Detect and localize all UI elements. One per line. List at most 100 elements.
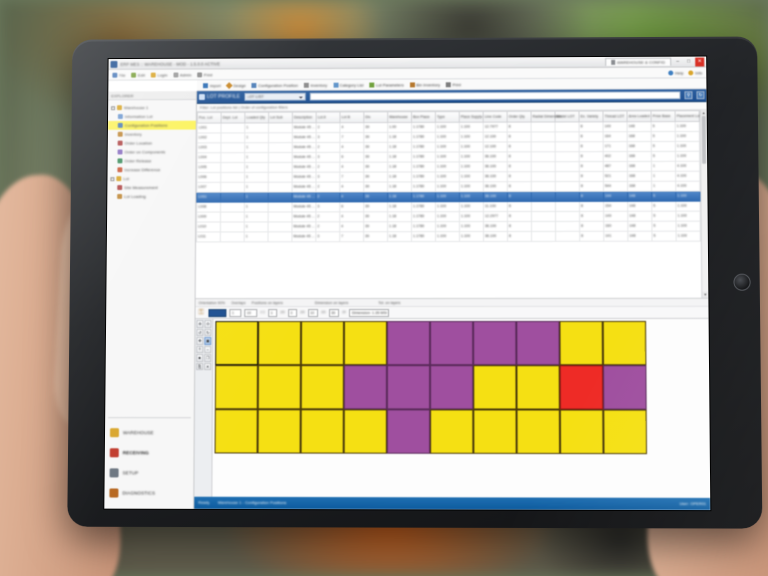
pallet-cell-1-1[interactable] bbox=[257, 365, 301, 410]
pallet-cell-0-5[interactable] bbox=[430, 320, 474, 366]
pallet-cell-1-2[interactable] bbox=[300, 365, 344, 410]
tree-item-site-measurement[interactable]: Site Measurement bbox=[107, 183, 195, 192]
remove-cell-icon[interactable]: − bbox=[204, 345, 212, 354]
zoom-in-icon[interactable]: ⊕ bbox=[196, 320, 204, 328]
ribbon-button-design[interactable]: Design bbox=[225, 81, 246, 89]
pallet-cell-1-3[interactable] bbox=[343, 365, 387, 410]
summary-field[interactable]: Dimension: 1.35 MSG bbox=[349, 308, 390, 317]
column-header[interactable]: Warehouse bbox=[387, 111, 412, 123]
column-header[interactable]: Placement Lot bbox=[675, 110, 700, 122]
home-button-icon[interactable] bbox=[733, 273, 751, 291]
rotate-left-icon[interactable]: ↺ bbox=[196, 328, 204, 337]
pallet-cell-1-9[interactable] bbox=[602, 365, 647, 410]
tree-item-configuration-positions[interactable]: Configuration Positions bbox=[107, 120, 196, 130]
pallet-cell-1-4[interactable] bbox=[386, 365, 431, 410]
table-row[interactable]: L011 1 Module 45 ... 1 3 7 39 1.18 1.1780 1.100 1… bbox=[196, 231, 701, 242]
sidebar-item-diagnostics[interactable]: DIAGNOSTICS bbox=[104, 482, 193, 502]
tree-item-increase-difference[interactable]: Increase Difference bbox=[108, 165, 196, 174]
paste-icon[interactable]: ⎘ bbox=[196, 362, 204, 371]
zoom-out-icon[interactable]: ⊖ bbox=[204, 320, 212, 328]
minimize-button[interactable]: – bbox=[676, 58, 680, 65]
column-header[interactable]: Loaded Qty bbox=[244, 112, 269, 123]
refresh-icon[interactable]: ↻ bbox=[696, 91, 705, 100]
sidebar-item-receiving[interactable]: RECEIVING bbox=[105, 442, 194, 462]
total-field[interactable]: 30 bbox=[328, 308, 339, 317]
rotate-right-icon[interactable]: ↻ bbox=[204, 328, 212, 337]
search-icon[interactable]: ⚲ bbox=[684, 91, 693, 100]
tree-expander-icon[interactable]: − bbox=[111, 105, 116, 110]
menu-item-admin[interactable]: Admin bbox=[173, 72, 192, 77]
column-header[interactable]: Radial Dimension bbox=[531, 111, 562, 123]
menu-item-help[interactable]: Help bbox=[668, 70, 684, 75]
pallet-cell-2-8[interactable] bbox=[559, 409, 604, 455]
tree-item-inventory[interactable]: Inventory bbox=[108, 130, 196, 139]
column-header[interactable]: Order Qty bbox=[507, 111, 532, 123]
pallet-cell-0-0[interactable] bbox=[215, 321, 259, 366]
ribbon-button-print[interactable]: Print bbox=[446, 82, 461, 87]
scroll-down-icon[interactable]: ▼ bbox=[702, 291, 709, 298]
pallet-grid[interactable] bbox=[212, 319, 710, 498]
column-header[interactable]: Lot Sub bbox=[268, 111, 293, 123]
add-cell-icon[interactable]: ＋ bbox=[196, 345, 204, 354]
pallet-cell-2-1[interactable] bbox=[257, 409, 301, 454]
pallet-cell-0-1[interactable] bbox=[257, 321, 302, 366]
menu-item-print[interactable]: Print bbox=[197, 72, 213, 77]
tree-item-lot[interactable]: − Lot bbox=[107, 174, 195, 183]
data-grid-scroll[interactable]: Pos. Lot Dept. Lot Loaded Qty Lot Sub Descri… bbox=[196, 110, 702, 298]
menu-item-info[interactable]: Info bbox=[688, 70, 702, 75]
tree-item-information-lot[interactable]: Information Lot bbox=[108, 112, 196, 121]
ribbon-button-lot-parameters[interactable]: Lot Parameters bbox=[369, 82, 404, 88]
rows-field[interactable]: 10 bbox=[244, 308, 258, 317]
column-header[interactable]: Price Base bbox=[651, 110, 676, 122]
close-button[interactable]: ✕ bbox=[695, 57, 705, 66]
menu-item-login[interactable]: Login bbox=[150, 72, 168, 78]
column-header[interactable]: Description bbox=[292, 111, 317, 123]
tree-item-order-on-components[interactable]: Order on Components bbox=[108, 147, 196, 156]
column-header[interactable]: Lot A bbox=[316, 111, 340, 123]
column-header[interactable]: Ex. Variety bbox=[578, 110, 604, 122]
column-header[interactable]: Dept. Lot bbox=[221, 112, 245, 124]
pallet-cell-2-9[interactable] bbox=[603, 409, 648, 455]
pallet-cell-1-6[interactable] bbox=[473, 365, 517, 410]
pallet-cell-0-8[interactable] bbox=[559, 320, 603, 366]
pallet-cell-2-3[interactable] bbox=[343, 409, 387, 454]
color-swatch[interactable] bbox=[208, 308, 227, 317]
pallet-cell-2-7[interactable] bbox=[516, 409, 561, 455]
qty-field[interactable]: 1 bbox=[229, 308, 242, 317]
lock-icon[interactable]: ⚿ bbox=[198, 308, 204, 316]
tree-item-order-location[interactable]: Order Location bbox=[108, 138, 196, 147]
ribbon-button-bin-inventory[interactable]: Bin Inventory bbox=[409, 82, 440, 87]
pallet-cell-0-3[interactable] bbox=[343, 321, 387, 366]
depth-field[interactable]: 3 bbox=[287, 308, 297, 317]
height-field[interactable]: 10 bbox=[307, 308, 318, 317]
column-header[interactable]: Place Supply bbox=[459, 111, 484, 123]
column-header[interactable]: Model LOT bbox=[555, 110, 580, 122]
pallet-cell-0-9[interactable] bbox=[602, 320, 647, 366]
column-header[interactable]: Lot B bbox=[339, 111, 364, 123]
menu-item-edit[interactable]: Edit bbox=[131, 72, 145, 78]
copy-icon[interactable]: ❐ bbox=[204, 354, 212, 362]
fill-icon[interactable]: ■ bbox=[196, 354, 204, 362]
maximize-button[interactable]: □ bbox=[687, 58, 691, 65]
pallet-cell-2-0[interactable] bbox=[214, 409, 258, 454]
sidebar-item-warehouse[interactable]: WAREHOUSE bbox=[105, 422, 194, 442]
column-header[interactable]: Area Loaded bbox=[627, 110, 652, 122]
column-header[interactable]: Line Code bbox=[483, 111, 508, 123]
pallet-cell-1-5[interactable] bbox=[430, 365, 474, 410]
pallet-cell-1-0[interactable] bbox=[214, 365, 258, 410]
pallet-cell-2-2[interactable] bbox=[300, 409, 344, 454]
column-header[interactable]: Thread LOT bbox=[602, 110, 628, 122]
tree-item-lot-loading[interactable]: Lot Loading bbox=[107, 192, 195, 201]
pan-icon[interactable]: ✥ bbox=[196, 337, 204, 345]
column-header[interactable]: Pos. Lot bbox=[197, 112, 222, 124]
column-header[interactable]: Type bbox=[435, 111, 460, 123]
pallet-cell-1-8[interactable] bbox=[559, 365, 604, 410]
pallet-cell-0-7[interactable] bbox=[516, 320, 560, 366]
ribbon-button-inventory[interactable]: Inventory bbox=[303, 82, 327, 88]
delete-icon[interactable]: ✕ bbox=[204, 362, 212, 371]
tree-item-warehouse-1[interactable]: − Warehouse 1 bbox=[108, 103, 196, 112]
ribbon-button-import[interactable]: Import bbox=[202, 83, 221, 88]
pallet-cell-0-6[interactable] bbox=[473, 320, 517, 366]
ribbon-button-configuration-position[interactable]: Configuration Position bbox=[251, 82, 298, 88]
sidebar-item-setup[interactable]: SETUP bbox=[105, 462, 194, 482]
